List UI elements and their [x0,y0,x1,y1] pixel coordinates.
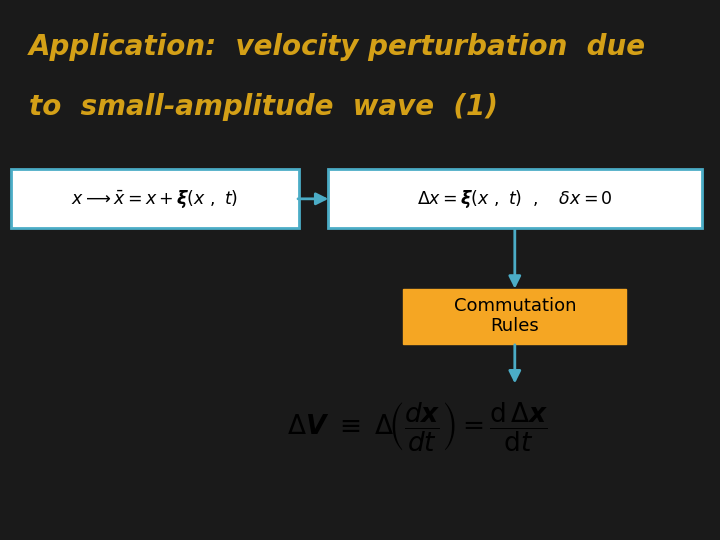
Text: $\Delta x = \boldsymbol{\xi}(x\ ,\ t)\ \ ,\ \ \ \delta x = 0$: $\Delta x = \boldsymbol{\xi}(x\ ,\ t)\ \… [417,188,613,210]
Text: $x \longrightarrow \bar{x} = x + \boldsymbol{\xi}(x\ ,\ t)$: $x \longrightarrow \bar{x} = x + \boldsy… [71,188,238,210]
FancyBboxPatch shape [11,170,299,228]
Text: Commutation
Rules: Commutation Rules [454,296,576,335]
Text: Application:  velocity perturbation  due: Application: velocity perturbation due [29,33,646,61]
Text: $\Delta \boldsymbol{V}\ \equiv\ \Delta\!\left(\dfrac{d\boldsymbol{x}}{dt}\right): $\Delta \boldsymbol{V}\ \equiv\ \Delta\!… [287,400,548,453]
FancyBboxPatch shape [403,289,626,344]
FancyBboxPatch shape [328,170,702,228]
Text: to  small-amplitude  wave  (1): to small-amplitude wave (1) [29,93,498,120]
